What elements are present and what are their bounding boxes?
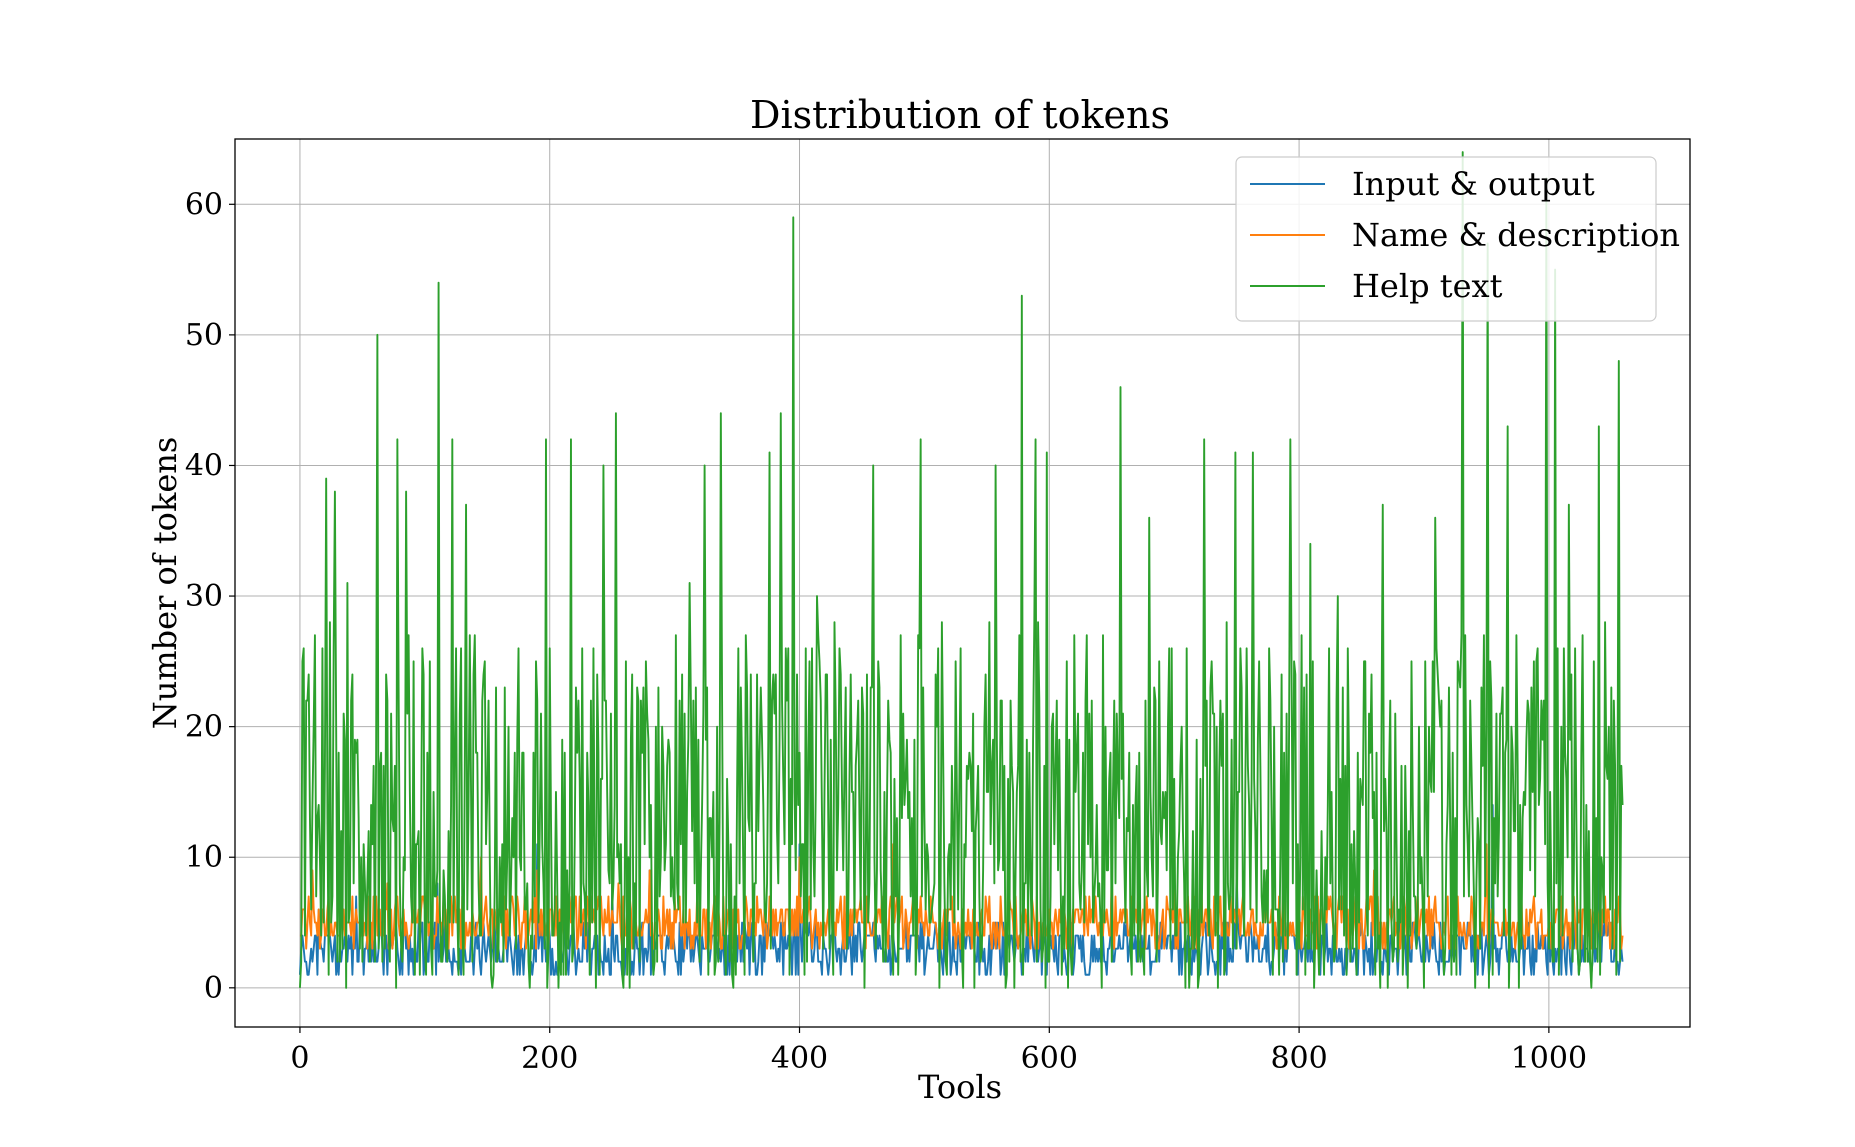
legend-label: Help text [1352, 267, 1503, 305]
y-tick-label: 60 [185, 187, 223, 222]
y-tick-label: 0 [204, 971, 223, 1006]
x-tick-label: 1000 [1511, 1041, 1587, 1076]
legend: Input & output Name & description Help tex… [1235, 156, 1680, 322]
x-tick-label: 800 [1270, 1041, 1327, 1076]
y-tick-label: 10 [185, 840, 223, 875]
x-tick-label: 0 [290, 1041, 309, 1076]
series-lines [298, 151, 1624, 989]
legend-box [1235, 156, 1657, 322]
chart-title: Distribution of tokens [750, 93, 1170, 137]
plot-frame [234, 138, 1691, 1028]
x-tick-label: 200 [521, 1041, 578, 1076]
series-line-3 [298, 151, 1624, 989]
y-tick-label: 40 [185, 448, 223, 483]
x-tick-label: 400 [771, 1041, 828, 1076]
y-axis-label: Number of tokens [146, 437, 184, 730]
x-tick-label: 600 [1021, 1041, 1078, 1076]
y-tick-label: 20 [185, 710, 223, 745]
legend-label: Input & output [1352, 165, 1595, 203]
axis-ticks: 0 200 400 600 800 1000 0 10 20 30 40 50 60 [185, 187, 1587, 1076]
x-axis-label: Tools [918, 1068, 1002, 1106]
y-tick-label: 50 [185, 318, 223, 353]
legend-label: Name & description [1352, 216, 1680, 254]
y-tick-label: 30 [185, 579, 223, 614]
